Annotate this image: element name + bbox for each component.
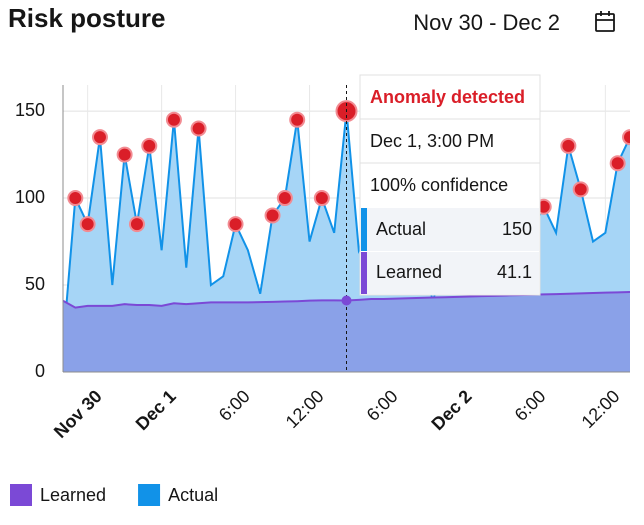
anomaly-marker	[264, 207, 281, 224]
anomaly-marker	[622, 129, 630, 146]
anomaly-marker	[79, 216, 96, 233]
tooltip-value: 150	[502, 219, 532, 239]
anomaly-marker	[276, 190, 293, 207]
legend-label: Actual	[168, 485, 218, 505]
x-tick-label: 12:00	[578, 386, 624, 432]
x-tick-label: 6:00	[215, 386, 254, 425]
x-tick-label: 6:00	[511, 386, 550, 425]
anomaly-marker	[165, 111, 182, 128]
anomaly-marker	[190, 120, 207, 137]
anomaly-marker	[141, 137, 158, 154]
chart-title: Risk posture	[8, 3, 166, 33]
y-tick-label: 100	[15, 187, 45, 207]
anomaly-marker	[572, 181, 589, 198]
x-tick-label: Dec 1	[132, 386, 180, 434]
series-swatch	[361, 208, 367, 251]
hover-point	[341, 295, 352, 306]
y-tick-label: 150	[15, 100, 45, 120]
tooltip-row	[361, 208, 539, 251]
tooltip-label: Actual	[376, 219, 426, 239]
calendar-icon[interactable]	[595, 11, 615, 32]
anomaly-marker	[67, 190, 84, 207]
legend: Learned Actual	[10, 484, 218, 506]
tooltip-title: Anomaly detected	[370, 87, 525, 107]
anomaly-marker	[313, 190, 330, 207]
anomaly-marker	[116, 146, 133, 163]
legend-swatch	[10, 484, 32, 506]
anomaly-marker	[227, 216, 244, 233]
anomaly-marker	[289, 111, 306, 128]
legend-swatch	[138, 484, 161, 506]
x-tick-label: Nov 30	[50, 386, 106, 442]
tooltip: Anomaly detected Dec 1, 3:00 PM 100% con…	[359, 74, 541, 296]
y-tick-label: 0	[35, 361, 45, 381]
anomaly-marker	[609, 155, 626, 172]
x-tick-label: Dec 2	[428, 386, 476, 434]
legend-label: Learned	[40, 485, 106, 505]
x-tick-label: 6:00	[363, 386, 402, 425]
x-tick-label: 12:00	[282, 386, 328, 432]
series-swatch	[361, 252, 367, 294]
date-range[interactable]: Nov 30 - Dec 2	[413, 10, 560, 35]
tooltip-confidence: 100% confidence	[370, 175, 508, 195]
tooltip-label: Learned	[376, 262, 442, 282]
y-tick-label: 50	[25, 274, 45, 294]
tooltip-value: 41.1	[497, 262, 532, 282]
anomaly-marker	[128, 216, 145, 233]
plot-area	[63, 85, 630, 372]
anomaly-marker	[560, 137, 577, 154]
tooltip-row	[361, 252, 539, 294]
anomaly-marker	[91, 129, 108, 146]
tooltip-date: Dec 1, 3:00 PM	[370, 131, 494, 151]
